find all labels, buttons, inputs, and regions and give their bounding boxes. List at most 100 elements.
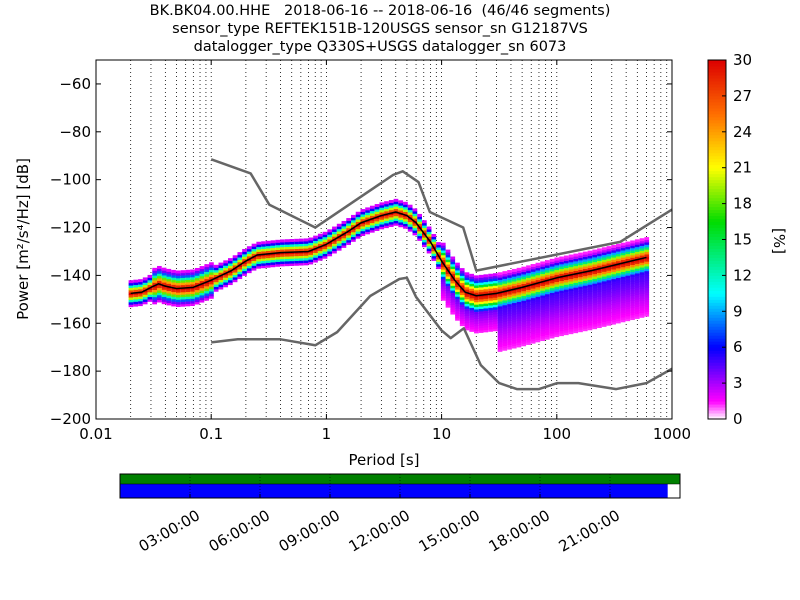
heatmap-cell [232,257,238,261]
heatmap-cell [497,310,503,314]
heatmap-cell [166,283,172,287]
heatmap-cell [601,259,607,263]
heatmap-cell [511,268,517,272]
heatmap-cell [190,271,195,275]
colorbar-segment [708,110,726,115]
heatmap-cell [526,315,531,319]
heatmap-cell [597,250,602,254]
heatmap-cell [634,299,640,303]
heatmap-cell [568,302,574,306]
heatmap-cell [549,328,555,332]
heatmap-cell [450,285,456,289]
heatmap-cell [464,296,470,300]
heatmap-cell [507,329,512,333]
heatmap-cell [492,275,498,279]
heatmap-cell [194,275,200,279]
heatmap-cell [388,216,394,220]
heatmap-cell [535,334,541,338]
heatmap-cell [545,319,550,323]
heatmap-cell [478,315,484,319]
heatmap-cell [478,277,484,281]
heatmap-cell [592,251,598,255]
heatmap-cell [355,218,361,222]
heatmap-cell [421,225,427,229]
heatmap-cell [455,265,460,269]
heatmap-cell [620,319,626,323]
heatmap-cell [549,311,555,315]
heatmap-cell [592,278,598,282]
heatmap-cell [530,311,536,315]
heatmap-cell [516,294,522,298]
heatmap-cell [530,314,536,318]
heatmap-cell [161,279,167,283]
heatmap-cell [474,289,479,293]
heatmap-cell [421,229,427,233]
y-tick-label: −180 [50,362,91,380]
heatmap-cell [379,209,385,213]
heatmap-cell [223,267,228,271]
heatmap-cell [630,300,635,304]
heatmap-cell [242,248,247,252]
heatmap-cell [317,240,323,244]
heatmap-cell [535,262,541,266]
heatmap-cell [322,248,328,252]
colorbar-segment [708,260,726,264]
heatmap-cell [549,258,555,262]
heatmap-cell [615,306,621,310]
timeline-tick-label: 03:00:00 [136,506,203,555]
heatmap-cell [545,260,550,264]
heatmap-cell [464,317,470,321]
heatmap-cell [492,280,498,284]
heatmap-cell [142,279,148,283]
heatmap-cell [142,294,148,298]
heatmap-cell [592,263,598,267]
heatmap-cell [294,238,299,242]
heatmap-cell [559,299,564,303]
heatmap-cell [289,248,295,252]
heatmap-cell [209,271,214,275]
heatmap-cell [601,304,607,308]
heatmap-cell [450,282,456,286]
heatmap-cell [289,260,295,264]
heatmap-cell [450,263,456,267]
heatmap-cell [630,305,635,309]
heatmap-cell [294,246,299,250]
colorbar-segment [708,263,726,267]
heatmap-cell [474,299,479,303]
heatmap-cell [483,274,489,278]
heatmap-cell [393,217,399,221]
heatmap-cell [209,283,214,287]
heatmap-cell [251,267,257,271]
heatmap-cell [142,286,148,290]
heatmap-cell [639,300,645,304]
heatmap-cell [185,291,191,295]
heatmap-cell [535,310,541,314]
heatmap-cell [327,248,333,252]
colorbar-segment [708,176,726,181]
heatmap-cell [246,253,252,257]
heatmap-cell [530,299,536,303]
heatmap-cell [455,317,460,321]
heatmap-cell [223,277,228,281]
heatmap-cell [502,287,508,291]
heatmap-cell [128,287,134,291]
heatmap-cell [492,313,498,317]
heatmap-cell [582,285,588,289]
heatmap-cell [549,266,555,270]
heatmap-cell [630,297,635,301]
heatmap-cell [578,276,583,280]
heatmap-cell [265,257,271,261]
heatmap-cell [421,241,427,245]
heatmap-cell [587,267,593,271]
heatmap-cell [190,295,195,299]
heatmap-cell [161,277,167,281]
heatmap-cell [535,301,541,305]
colorbar-segment [708,329,726,333]
heatmap-cell [559,321,564,325]
heatmap-cell [336,238,342,242]
heatmap-cell [194,277,200,281]
heatmap-cell [521,331,527,335]
heatmap-cell [261,265,266,269]
colorbar-segment [708,185,726,190]
heatmap-cell [606,260,612,264]
